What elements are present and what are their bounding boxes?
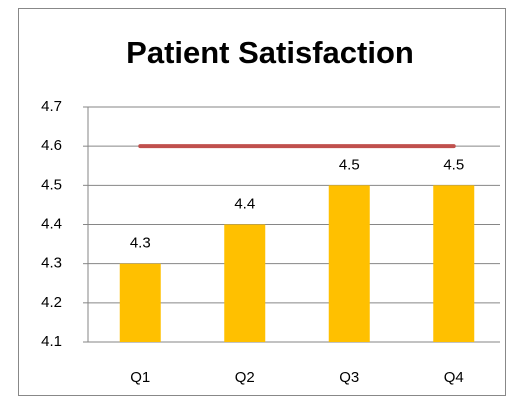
data-label: 4.5 [443,156,464,173]
x-tick-label: Q4 [444,369,464,386]
bar [224,224,266,342]
data-label: 4.5 [339,156,360,173]
x-tick-label: Q2 [235,369,255,386]
x-tick-label: Q1 [130,369,150,386]
bar [328,185,370,342]
chart-title: Patient Satisfaction [126,35,414,70]
y-tick-label: 4.7 [41,98,62,115]
data-label: 4.3 [130,235,151,252]
x-tick-label: Q3 [339,369,359,386]
y-tick-label: 4.4 [41,215,62,232]
data-label: 4.4 [234,195,255,212]
y-tick-label: 4.6 [41,137,62,154]
y-tick-label: 4.3 [41,255,62,272]
y-tick-label: 4.5 [41,176,62,193]
y-tick-label: 4.2 [41,294,62,311]
bar [119,263,161,342]
y-tick-label: 4.1 [41,333,62,350]
bar [433,185,475,342]
